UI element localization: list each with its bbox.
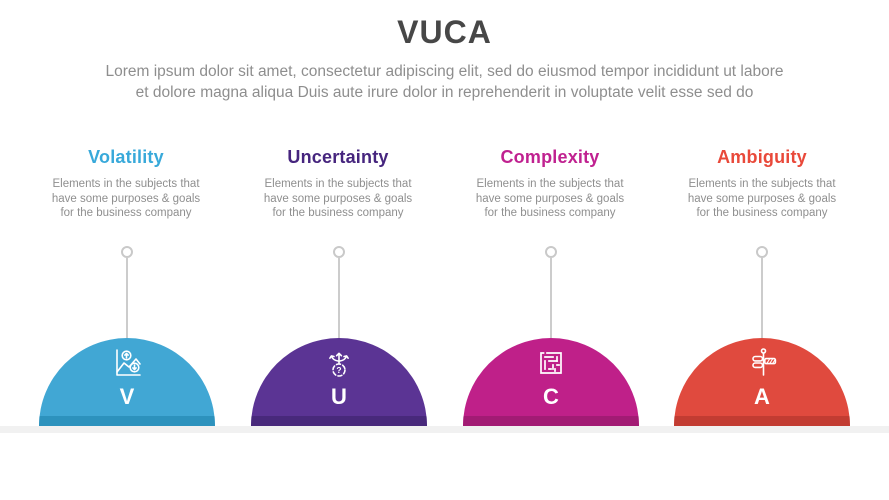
column-heading: Complexity [500, 147, 600, 167]
connector-ring [333, 246, 345, 258]
uncertainty-question-arrows-icon: ? [321, 345, 357, 381]
dome-letter: C [543, 384, 559, 409]
dome-uncertainty: ? U [251, 338, 427, 426]
connector-ring [121, 246, 133, 258]
column-heading: Volatility [88, 147, 164, 167]
column-heading: Uncertainty [287, 147, 389, 167]
page-title: VUCA [397, 14, 492, 50]
connector-ring [545, 246, 557, 258]
volatility-trend-chart-icon [109, 345, 145, 381]
svg-text:?: ? [336, 365, 341, 375]
column-complexity: Complexity Elements in the subjects that… [444, 147, 656, 221]
dome-complexity: C [463, 338, 639, 426]
baseline-band [0, 426, 889, 433]
dome-group-ambiguity: A [674, 246, 850, 426]
dome-letter: U [331, 384, 347, 409]
dome-group-uncertainty: ? U [251, 246, 427, 426]
dome-base-strip [674, 416, 850, 426]
ambiguity-signpost-icon [744, 345, 780, 381]
dome-base-strip [463, 416, 639, 426]
column-uncertainty: Uncertainty Elements in the subjects tha… [232, 147, 444, 221]
dome-base-strip [39, 416, 215, 426]
column-description: Elements in the subjects that have some … [475, 178, 625, 219]
column-description: Elements in the subjects that have some … [51, 178, 201, 219]
connector-line [126, 258, 128, 338]
connector-ring [756, 246, 768, 258]
dome-group-volatility: V [39, 246, 215, 426]
column-description: Elements in the subjects that have some … [687, 178, 837, 219]
dome-base-strip [251, 416, 427, 426]
page-subtitle: Lorem ipsum dolor sit amet, consectetur … [105, 63, 784, 101]
connector-line [761, 258, 763, 338]
connector-line [550, 258, 552, 338]
connector-line [338, 258, 340, 338]
column-heading: Ambiguity [717, 147, 807, 167]
column-volatility: Volatility Elements in the subjects that… [20, 147, 232, 221]
column-description: Elements in the subjects that have some … [263, 178, 413, 219]
column-ambiguity: Ambiguity Elements in the subjects that … [656, 147, 868, 221]
dome-volatility: V [39, 338, 215, 426]
dome-letter: V [119, 384, 135, 409]
dome-ambiguity: A [674, 338, 850, 426]
dome-letter: A [754, 384, 770, 409]
dome-group-complexity: C [463, 246, 639, 426]
complexity-maze-icon [533, 345, 569, 381]
columns-row: Volatility Elements in the subjects that… [20, 147, 868, 221]
